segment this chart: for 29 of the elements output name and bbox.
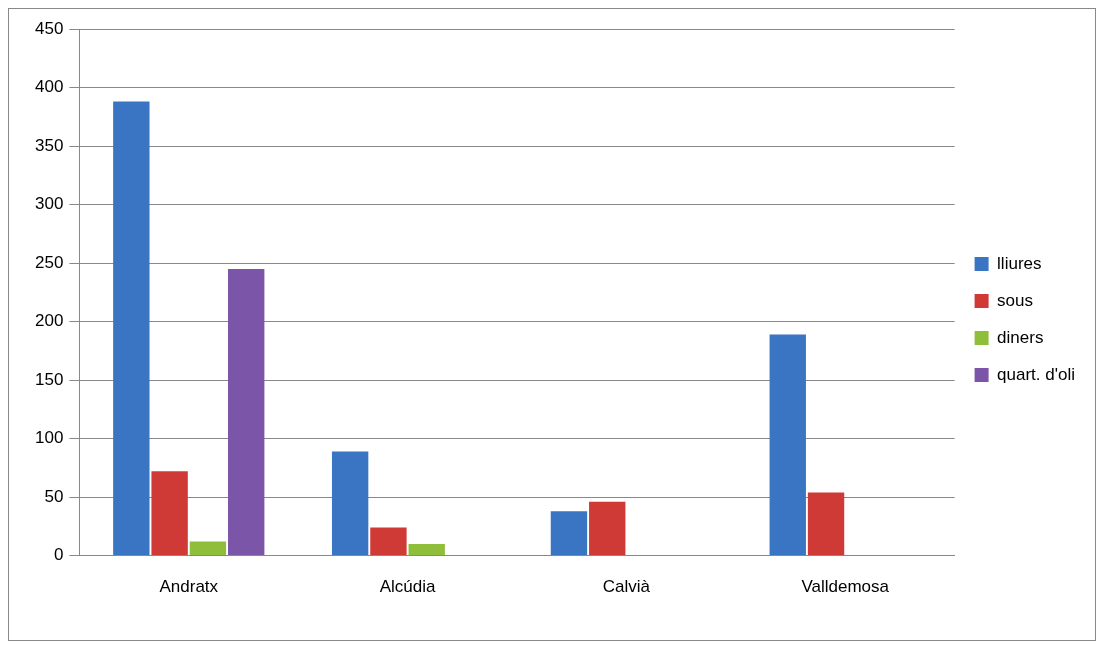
legend-label: diners (997, 327, 1044, 347)
bar (331, 451, 369, 556)
bar (113, 101, 150, 556)
bar (189, 541, 227, 556)
y-tick-label: 100 (34, 428, 64, 448)
bar (807, 492, 845, 556)
bar (589, 501, 626, 556)
x-tick-label: Valldemosa (801, 577, 890, 597)
bar (151, 471, 188, 556)
y-tick-label: 300 (34, 194, 64, 214)
y-tick-label: 50 (44, 486, 64, 506)
y-tick-label: 350 (34, 135, 64, 155)
y-tick-label: 0 (53, 545, 64, 565)
bar (550, 511, 588, 556)
y-tick-label: 400 (34, 77, 64, 97)
y-tick-label: 200 (34, 311, 64, 331)
bar (228, 268, 265, 556)
bar (370, 527, 407, 556)
bar (769, 334, 806, 556)
legend-label: sous (997, 290, 1034, 310)
y-tick-label: 250 (34, 252, 64, 272)
legend-label: quart. d'oli (997, 364, 1075, 384)
x-tick-label: Andratx (159, 577, 219, 597)
y-tick-label: 150 (34, 369, 64, 389)
bar (408, 543, 445, 556)
x-tick-label: Calvià (602, 577, 651, 597)
y-tick-label: 450 (34, 18, 64, 38)
legend-label: lliures (997, 253, 1042, 273)
x-tick-label: Alcúdia (379, 577, 436, 597)
